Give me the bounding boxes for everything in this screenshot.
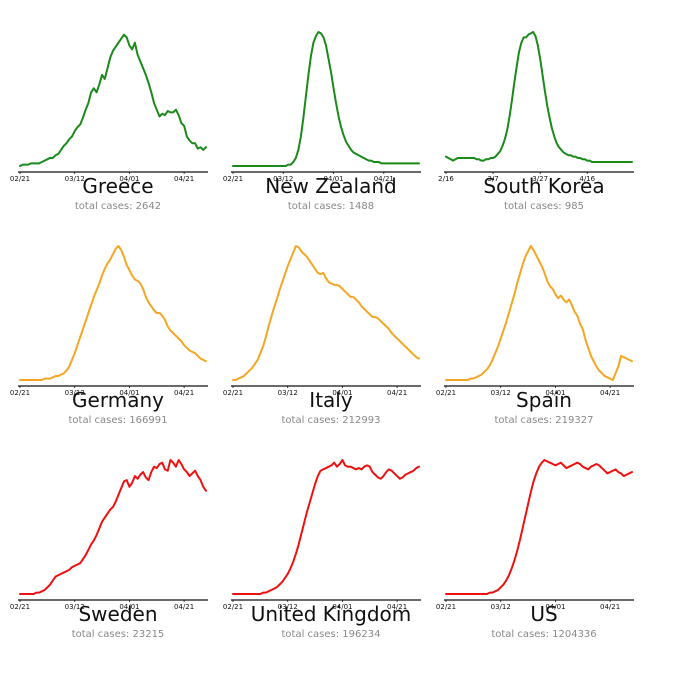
x-tick-label: 03/12 <box>491 603 511 611</box>
chart-title: Italy <box>309 388 353 412</box>
chart-panel-5: 02/21 03/12 04/01 04/21 Spain total cases: 21… <box>436 236 644 441</box>
series-line <box>445 459 633 595</box>
series-line <box>232 459 420 595</box>
x-tick-label: 04/21 <box>174 389 194 397</box>
x-tick-label: 04/01 <box>545 389 565 397</box>
chart-panel-1: 02/21 03/12 04/01 04/21 New Zealand total cas… <box>223 22 431 227</box>
total-cases-label: total cases: 23215 <box>71 629 165 640</box>
chart-title: South Korea <box>483 174 605 198</box>
x-tick-label: 04/01 <box>119 389 139 397</box>
chart-panel-7: 02/21 03/12 04/01 04/21 United Kingdom total … <box>223 450 431 655</box>
x-tick-label: 03/12 <box>278 389 298 397</box>
x-tick-label: 03/12 <box>278 603 298 611</box>
x-tick-label: 03/12 <box>65 389 85 397</box>
x-tick-label: 04/21 <box>387 389 407 397</box>
series-line <box>445 245 633 381</box>
line-chart: 02/21 03/12 04/01 04/21 <box>10 459 208 611</box>
line-chart: 02/21 03/12 04/01 04/21 <box>223 31 421 183</box>
total-cases-label: total cases: 1204336 <box>491 629 597 640</box>
x-tick-label: 3/27 <box>532 175 548 183</box>
series-line <box>19 245 207 381</box>
total-cases-label: total cases: 196234 <box>281 629 381 640</box>
series-line <box>232 31 420 167</box>
x-tick-label: 03/12 <box>491 389 511 397</box>
chart-panel-4: 02/21 03/12 04/01 04/21 Italy total cases: 21… <box>223 236 431 441</box>
chart-title: US <box>530 602 558 626</box>
x-tick-label: 03/12 <box>273 175 293 183</box>
chart-panel-3: 02/21 03/12 04/01 04/21 Germany total cases: … <box>10 236 218 441</box>
total-cases-label: total cases: 166991 <box>68 415 168 426</box>
series-line <box>19 33 207 167</box>
total-cases-label: total cases: 219327 <box>494 415 594 426</box>
chart-title: New Zealand <box>265 174 397 198</box>
line-chart: 02/21 03/12 04/01 04/21 <box>10 245 208 397</box>
x-tick-label: 2/16 <box>438 175 454 183</box>
x-tick-label: 04/01 <box>332 603 352 611</box>
line-chart: 02/21 03/12 04/01 04/21 <box>436 245 634 397</box>
x-tick-label: 02/21 <box>436 389 456 397</box>
x-tick-label: 03/12 <box>65 175 85 183</box>
total-cases-label: total cases: 2642 <box>74 201 162 212</box>
chart-panel-6: 02/21 03/12 04/01 04/21 Sweden total cases: 2… <box>10 450 218 655</box>
x-tick-label: 04/21 <box>600 389 620 397</box>
chart-title: United Kingdom <box>250 602 412 626</box>
x-tick-label: 04/21 <box>174 603 194 611</box>
chart-panel-8: 02/21 03/12 04/01 04/21 US total cases: 12043… <box>436 450 644 655</box>
x-tick-label: 4/16 <box>579 175 595 183</box>
x-tick-label: 02/21 <box>10 603 30 611</box>
x-tick-label: 02/21 <box>223 603 243 611</box>
x-tick-label: 04/01 <box>545 603 565 611</box>
x-tick-label: 02/21 <box>10 175 30 183</box>
chart-title: Sweden <box>78 602 158 626</box>
x-tick-label: 02/21 <box>436 603 456 611</box>
line-chart: 02/21 03/12 04/01 04/21 <box>10 33 208 183</box>
x-tick-label: 04/21 <box>374 175 394 183</box>
chart-panel-2: 2/16 3/7 3/27 4/16 South Korea total cases: 9… <box>438 22 644 227</box>
x-tick-label: 02/21 <box>10 389 30 397</box>
x-tick-label: 02/21 <box>223 389 243 397</box>
series-line <box>19 459 207 595</box>
chart-title: Greece <box>82 174 154 198</box>
total-cases-label: total cases: 1488 <box>287 201 375 212</box>
x-tick-label: 04/21 <box>600 603 620 611</box>
series-line <box>445 31 633 163</box>
line-chart: 02/21 03/12 04/01 04/21 <box>223 459 421 611</box>
line-chart: 02/21 03/12 04/01 04/21 <box>436 459 634 611</box>
x-tick-label: 04/01 <box>119 603 139 611</box>
x-tick-label: 03/12 <box>65 603 85 611</box>
x-tick-label: 02/21 <box>223 175 243 183</box>
line-chart: 02/21 03/12 04/01 04/21 <box>223 245 421 397</box>
series-line <box>232 245 420 381</box>
total-cases-label: total cases: 985 <box>504 201 584 212</box>
x-tick-label: 04/01 <box>119 175 139 183</box>
x-tick-label: 04/21 <box>174 175 194 183</box>
x-tick-label: 3/7 <box>487 175 498 183</box>
total-cases-label: total cases: 212993 <box>281 415 381 426</box>
x-tick-label: 04/01 <box>332 389 352 397</box>
chart-title: Germany <box>72 388 164 412</box>
x-tick-label: 04/21 <box>387 603 407 611</box>
line-chart: 2/16 3/7 3/27 4/16 <box>438 31 634 183</box>
chart-panel-0: 02/21 03/12 04/01 04/21 Greece total cases: 2… <box>10 22 218 227</box>
x-tick-label: 04/01 <box>323 175 343 183</box>
chart-title: Spain <box>516 388 572 412</box>
